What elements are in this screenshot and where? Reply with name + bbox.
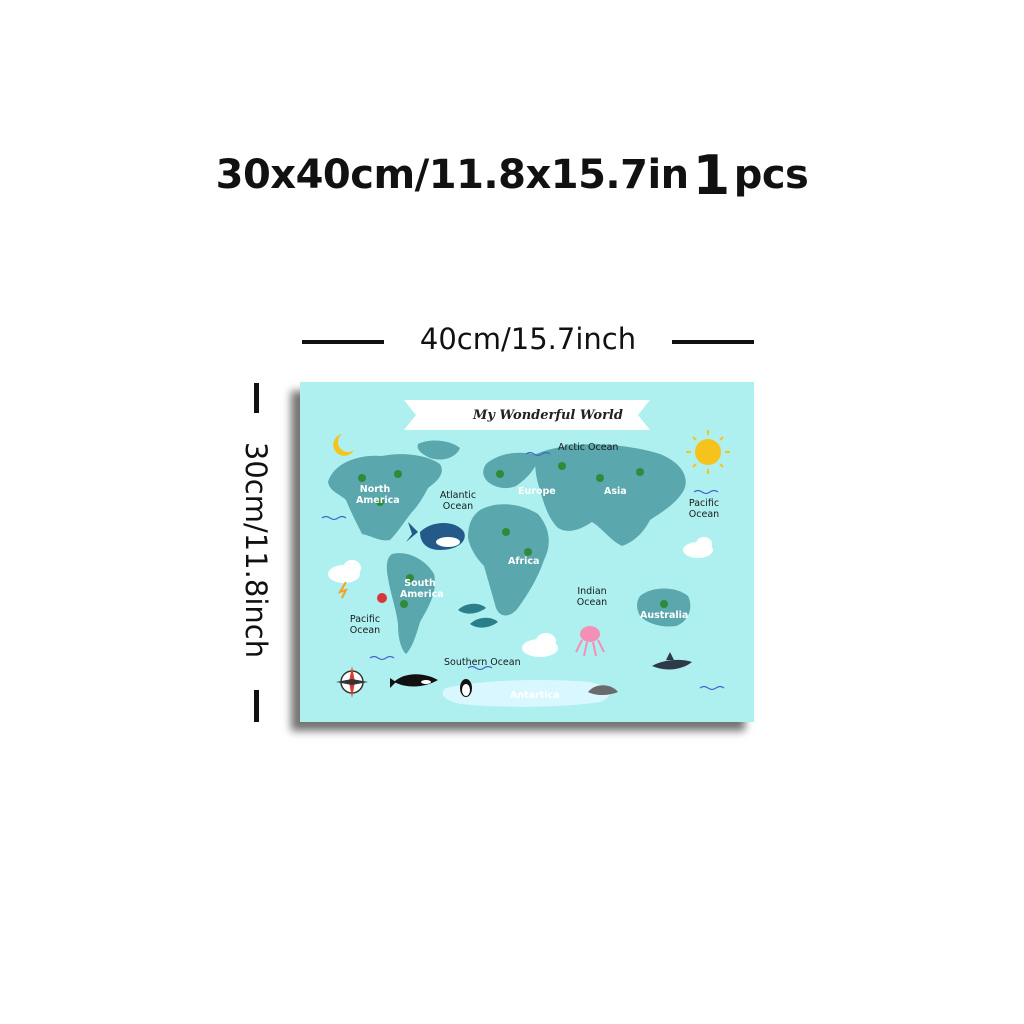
dolphin-icon (458, 603, 486, 614)
height-dimension-label: 30cm/11.8inch (239, 441, 273, 659)
label-africa: Africa (508, 556, 540, 567)
width-dimension-label: 40cm/15.7inch (419, 322, 637, 356)
width-dimension-line-right (672, 340, 754, 344)
width-dimension-line-left (302, 340, 384, 344)
africa-shape (468, 504, 549, 616)
antarctica-shape (442, 680, 610, 707)
sun-icon (686, 430, 730, 474)
cloud-icon (522, 633, 558, 657)
label-atlantic-ocean: Atlantic Ocean (439, 490, 477, 512)
label-pacific-ocean-west: Pacific Ocean (349, 614, 381, 636)
whale-icon (406, 522, 465, 550)
seal-icon (588, 685, 618, 695)
poster-title: My Wonderful World (473, 408, 623, 423)
product-size-heading: 30x40cm/11.8x15.7in1 pcs (0, 138, 1024, 207)
label-north-america: North America (356, 484, 400, 506)
north-america-shape (328, 454, 442, 541)
label-europe: Europe (518, 486, 556, 497)
asia-shape (535, 444, 686, 546)
penguin-icon (460, 679, 472, 697)
title-banner (404, 400, 650, 430)
cloud-rain-icon (328, 560, 361, 599)
label-arctic-ocean: Arctic Ocean (558, 442, 619, 453)
octopus-icon (575, 626, 605, 657)
label-asia: Asia (604, 486, 627, 497)
orca-icon (390, 674, 438, 688)
south-america-shape (386, 553, 435, 654)
label-australia: Australia (640, 610, 689, 621)
shark-icon (652, 652, 692, 670)
quantity-unit: pcs (733, 152, 809, 198)
cloud-snow-icon (683, 537, 713, 558)
size-text: 30x40cm/11.8x15.7in (215, 152, 690, 198)
quantity-number: 1 (692, 144, 731, 207)
europe-shape (483, 452, 540, 489)
world-map-artwork (321, 400, 730, 707)
label-pacific-ocean-east: Pacific Ocean (688, 498, 720, 520)
greenland-shape (417, 440, 460, 460)
moon-icon (333, 434, 354, 456)
label-indian-ocean: Indian Ocean (576, 586, 608, 608)
crab-icon (377, 593, 387, 603)
compass-icon (336, 666, 368, 698)
dolphin-icon-2 (470, 617, 498, 628)
label-south-america: South America (400, 578, 444, 600)
height-dimension-line-top (254, 383, 259, 413)
label-southern-ocean: Southern Ocean (444, 657, 521, 668)
label-antarctica: Antartica (510, 690, 560, 701)
world-map-poster: My Wonderful World Arctic Ocean North Am… (300, 382, 754, 722)
height-dimension-line-bottom (254, 690, 259, 722)
